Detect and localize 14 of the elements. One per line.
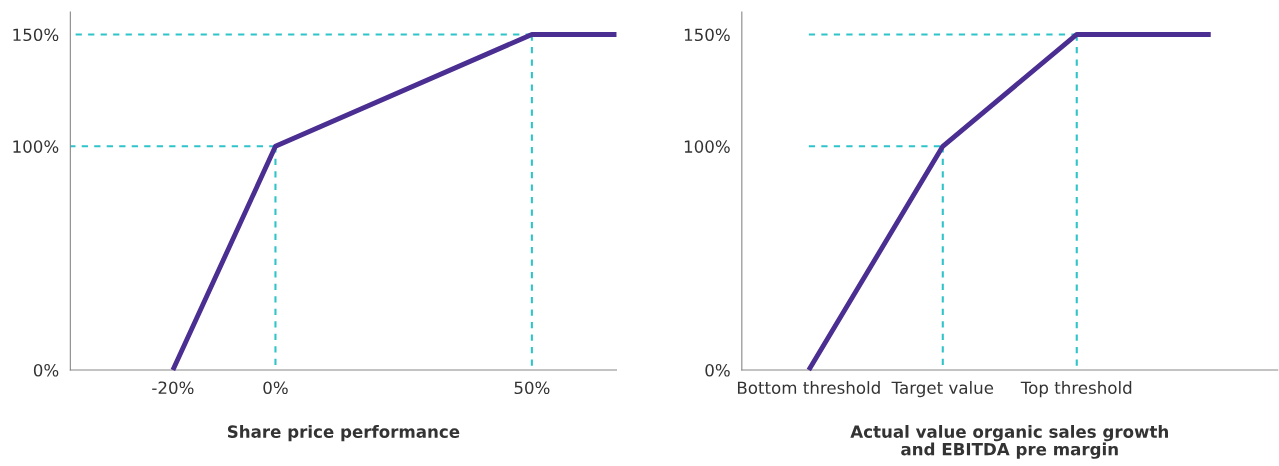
y-tick-label: 0% — [705, 363, 730, 377]
x-tick-label: Target value — [891, 381, 994, 398]
x-tick-label: 0% — [263, 381, 288, 395]
x-axis-title: Share price performance — [227, 425, 460, 442]
y-tick-label: 150% — [13, 28, 59, 42]
x-tick-label: -20% — [152, 381, 194, 395]
y-tick-label: 100% — [684, 140, 730, 153]
y-tick-label: 150% — [684, 28, 730, 42]
y-tick-label: 0% — [33, 363, 59, 377]
x-tick-label: Top threshold — [1020, 381, 1132, 398]
x-tick-label: 50% — [514, 381, 550, 395]
y-tick-label: 100% — [13, 140, 59, 153]
x-tick-label: Bottom threshold — [737, 381, 880, 395]
x-axis-title: Actual value organic sales growth and EBITDA pre margin — [850, 425, 1168, 459]
